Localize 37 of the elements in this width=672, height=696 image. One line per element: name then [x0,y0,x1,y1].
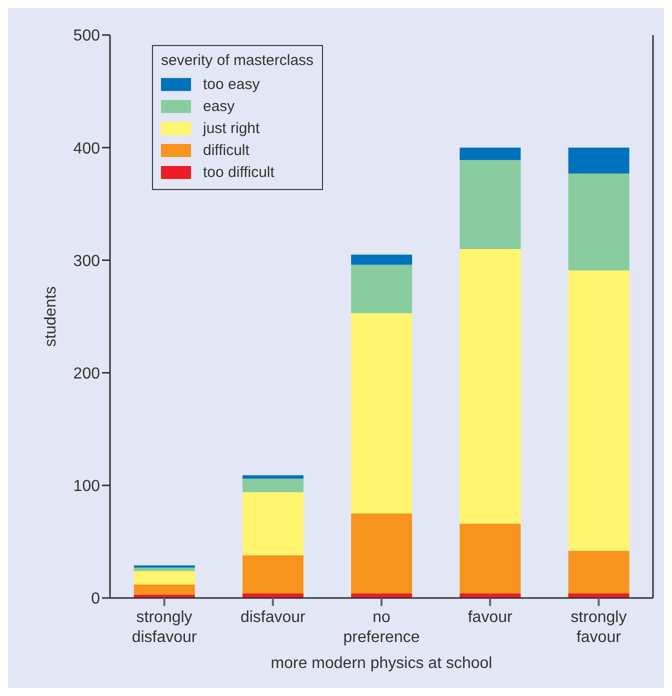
legend-label: just right [203,120,260,136]
bar [568,270,630,551]
bar [460,524,521,594]
legend-label: too difficult [203,164,274,180]
legend-label: too easy [203,76,260,92]
bar [568,148,630,174]
bar [242,492,304,556]
x-tick-label: favour [468,609,514,626]
bar [568,550,630,594]
bar [134,570,195,584]
y-tick-label: 0 [91,590,100,608]
bar [351,514,412,594]
bar [351,264,412,314]
bar [351,313,412,514]
bar [351,254,412,265]
bar [460,248,521,524]
x-tick-label: strongly disfavour [132,609,198,646]
x-tick-label: disfavour [240,609,306,626]
legend-label: difficult [203,142,250,158]
bar [460,160,521,249]
bar [460,148,521,160]
bar [134,584,195,595]
x-tick-label: no preference [343,609,420,646]
y-tick-label: 200 [73,365,100,382]
y-axis-title: students [42,286,60,347]
bar [134,568,195,571]
bar [568,174,630,270]
bar [242,478,304,492]
legend-title: severity of masterclass [161,52,314,69]
x-tick-label: strongly favour [570,609,627,646]
y-tick-label: 300 [73,252,100,270]
y-tick-label: 100 [73,478,100,496]
legend-label: easy [203,98,235,114]
bar [242,555,304,594]
y-tick-label: 400 [73,140,100,158]
x-axis-title: more modern physics at school [270,655,492,672]
y-tick-label: 500 [73,28,100,45]
